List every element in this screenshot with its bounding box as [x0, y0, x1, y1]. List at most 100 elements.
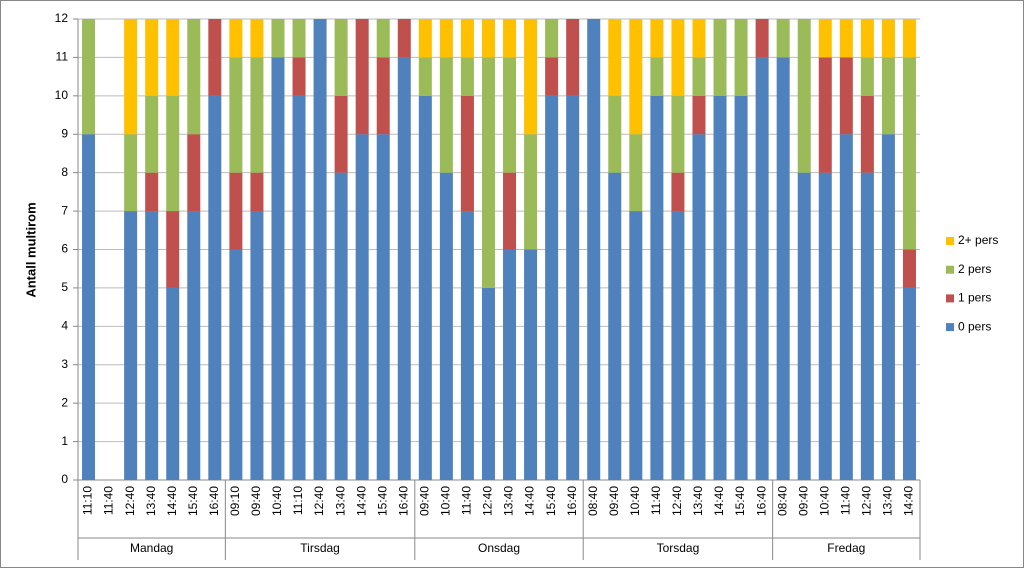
- x-tick-label: 10:40: [270, 486, 284, 516]
- bar-segment: [860, 95, 874, 173]
- bar-segment: [250, 57, 264, 173]
- x-tick-label: 15:40: [733, 486, 747, 516]
- x-tick-label: 13:40: [144, 486, 158, 516]
- x-tick-label: 15:40: [375, 486, 389, 516]
- bar-segment: [545, 95, 559, 480]
- bar-segment: [524, 249, 538, 480]
- bar-segment: [566, 19, 580, 96]
- bar-segment: [355, 134, 369, 480]
- bar-segment: [292, 19, 306, 58]
- y-tick-label: 5: [61, 280, 68, 294]
- x-tick-label: 11:40: [649, 486, 663, 515]
- bar-segment: [376, 57, 390, 135]
- x-tick-label: 16:40: [565, 486, 579, 516]
- bar-segment: [313, 19, 327, 480]
- bar-segment: [124, 134, 138, 212]
- x-tick-label: 09:40: [607, 486, 621, 516]
- x-tick-label: 12:40: [312, 486, 326, 516]
- y-tick-label: 7: [61, 203, 68, 217]
- bar-segment: [671, 19, 685, 96]
- bar-segment: [250, 19, 264, 58]
- x-tick-label: 16:40: [754, 486, 768, 516]
- bar-segment: [881, 57, 895, 135]
- bar-segment: [860, 57, 874, 96]
- x-tick-label: 12:40: [123, 486, 137, 516]
- bar-segment: [797, 172, 811, 480]
- bar-segment: [439, 19, 453, 58]
- bar-segment: [166, 19, 180, 96]
- x-tick-label: 09:10: [228, 486, 242, 516]
- bar-segment: [229, 249, 243, 480]
- bar-segment: [166, 95, 180, 212]
- bar-segment: [650, 19, 664, 58]
- bar-segment: [503, 19, 517, 58]
- bar-segment: [734, 95, 748, 480]
- y-axis-title: Antall multirom: [23, 202, 38, 297]
- legend-swatch: [946, 294, 954, 303]
- bar-segment: [755, 57, 769, 481]
- bar-segment: [229, 57, 243, 173]
- bar-segment: [776, 57, 790, 481]
- y-tick-label: 4: [61, 319, 68, 333]
- y-tick-label: 3: [61, 357, 68, 371]
- y-tick-label: 11: [56, 50, 69, 64]
- bar-segment: [439, 172, 453, 480]
- x-tick-label: 08:40: [775, 486, 789, 516]
- x-tick-label: 14:40: [165, 486, 179, 516]
- bar-segment: [713, 95, 727, 480]
- bar-segment: [187, 211, 201, 481]
- bar-segment: [229, 19, 243, 58]
- x-tick-label: 10:40: [439, 486, 453, 516]
- bar-segment: [860, 172, 874, 480]
- bar-segment: [460, 19, 474, 58]
- bar-segment: [460, 57, 474, 96]
- bar-segment: [397, 57, 411, 481]
- legend-swatch: [946, 237, 954, 245]
- bar-segment: [608, 19, 622, 96]
- y-tick-label: 9: [61, 126, 68, 140]
- bar-segment: [818, 19, 832, 58]
- bar-segment: [524, 19, 538, 135]
- bar-segment: [587, 19, 601, 480]
- bar-segment: [187, 19, 201, 135]
- legend-label: 2 pers: [958, 262, 991, 276]
- x-tick-label: 16:40: [396, 486, 410, 516]
- bar-segment: [881, 19, 895, 58]
- x-tick-label: 13:40: [502, 486, 516, 516]
- bar-segment: [145, 211, 159, 481]
- y-tick-label: 2: [61, 395, 68, 409]
- legend-label: 0 pers: [958, 319, 991, 333]
- bar-segment: [418, 57, 432, 96]
- y-tick-label: 12: [55, 11, 69, 25]
- x-tick-label: 14:40: [354, 486, 368, 516]
- legend-label: 1 pers: [958, 291, 991, 305]
- bar-segment: [902, 287, 916, 480]
- bar-segment: [355, 19, 369, 135]
- x-tick-label: 12:40: [860, 486, 874, 516]
- x-tick-label: 14:40: [712, 486, 726, 516]
- bar-segment: [650, 95, 664, 480]
- y-tick-label: 8: [61, 165, 68, 179]
- x-tick-label: 16:40: [207, 486, 221, 516]
- x-tick-label: 11:10: [81, 486, 95, 515]
- group-label: Tirsdag: [300, 541, 340, 555]
- x-tick-label: 09:40: [249, 486, 263, 516]
- y-tick-label: 0: [61, 472, 68, 486]
- bar-segment: [271, 19, 285, 58]
- legend-swatch: [946, 323, 954, 332]
- bar-segment: [671, 172, 685, 212]
- bar-segment: [208, 95, 222, 480]
- bar-segment: [145, 172, 159, 212]
- x-tick-label: 09:40: [417, 486, 431, 516]
- bar-segment: [608, 95, 622, 173]
- bar-segment: [503, 57, 517, 173]
- bar-segment: [376, 19, 390, 58]
- bar-segment: [713, 19, 727, 96]
- x-tick-label: 15:40: [544, 486, 558, 516]
- bar-segment: [545, 57, 559, 96]
- bar-segment: [481, 19, 495, 58]
- bar-segment: [166, 287, 180, 480]
- bar-segment: [250, 172, 264, 212]
- x-tick-label: 08:40: [586, 486, 600, 516]
- bar-segment: [334, 172, 348, 480]
